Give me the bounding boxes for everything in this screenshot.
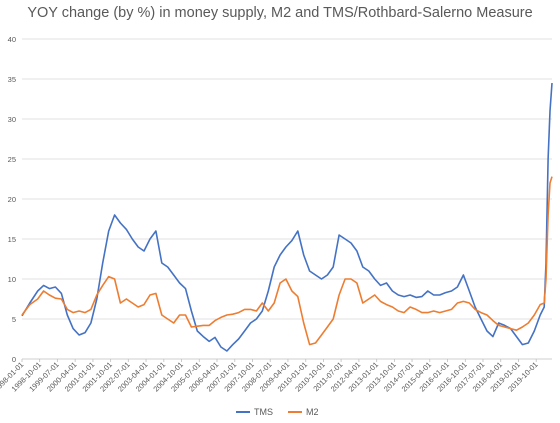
legend-label: M2 [306,407,319,417]
series-lines [21,82,553,352]
y-tick-label: 10 [8,275,16,284]
series-line-tms [21,82,553,352]
x-axis-ticks: 1998-01-011998-10-011999-07-012000-04-01… [0,359,540,394]
legend-label: TMS [254,407,273,417]
y-tick-label: 5 [12,315,16,324]
y-tick-label: 40 [8,35,16,44]
chart-title: YOY change (by %) in money supply, M2 an… [27,5,533,21]
y-axis-ticks: 0 5 10 15 20 25 30 35 40 [8,35,16,364]
y-tick-label: 15 [8,235,16,244]
y-tick-label: 35 [8,75,16,84]
y-tick-label: 0 [12,355,16,364]
legend: TMS M2 [236,407,319,417]
y-tick-label: 20 [8,195,16,204]
y-tick-label: 30 [8,115,16,124]
gridlines [22,38,552,360]
series-line-m2 [21,176,553,346]
y-tick-label: 25 [8,155,16,164]
